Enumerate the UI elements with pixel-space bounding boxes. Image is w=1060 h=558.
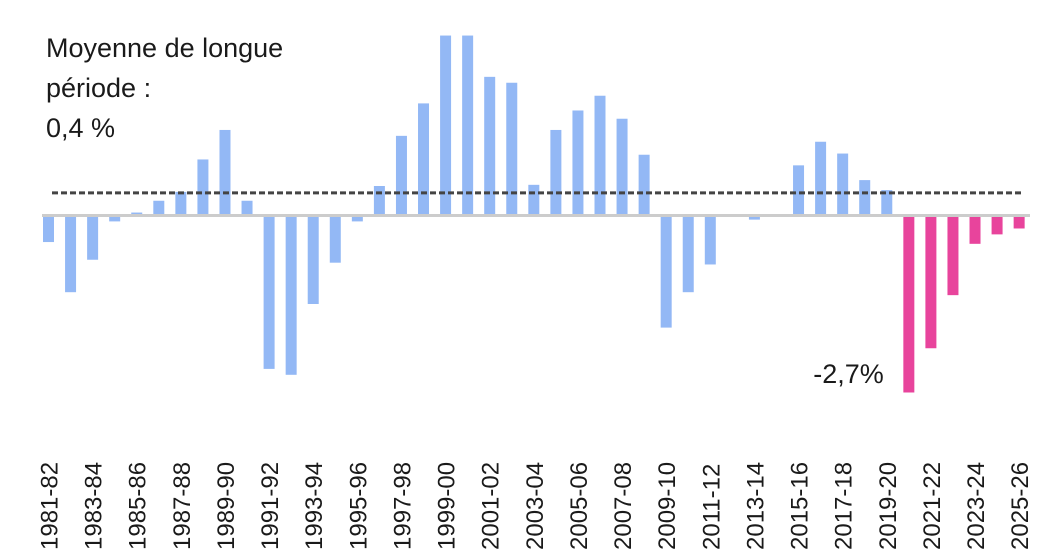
x-tick-label: 2017-18 <box>831 462 858 550</box>
x-tick-label: 1983-84 <box>81 462 108 550</box>
x-tick-label: 1987-88 <box>169 462 196 550</box>
bar-2018-19 <box>859 180 871 216</box>
bar-1981-82 <box>43 215 54 243</box>
bar-2016-17 <box>815 141 827 216</box>
bar-1988-89 <box>197 159 209 216</box>
bar-2000-01 <box>462 35 474 216</box>
x-tick-label: 1999-00 <box>434 462 461 550</box>
bar-2004-05 <box>550 129 562 216</box>
x-tick-label: 2005-06 <box>566 462 593 550</box>
x-tick-label: 2021-22 <box>919 462 946 550</box>
bar-1989-90 <box>219 129 231 216</box>
bar-2008-09 <box>638 154 650 216</box>
x-tick-label: 2015-16 <box>787 462 814 550</box>
bar-2022-23 <box>947 215 959 296</box>
bar-2003-04 <box>528 184 540 216</box>
bar-2025-26 <box>1013 215 1025 229</box>
bar-2010-11 <box>682 215 694 293</box>
x-tick-label: 2001-02 <box>478 462 505 550</box>
bar-1996-97 <box>373 186 385 216</box>
bars-group <box>43 35 1025 393</box>
x-tick-label: 1981-82 <box>37 462 64 550</box>
bar-2019-20 <box>881 190 893 216</box>
bar-1986-87 <box>153 200 165 216</box>
bar-2007-08 <box>616 118 628 216</box>
bar-1984-85 <box>109 215 121 222</box>
bar-1997-98 <box>395 135 407 216</box>
x-tick-label: 2003-04 <box>522 462 549 550</box>
bar-1994-95 <box>329 215 341 263</box>
bar-1992-93 <box>285 215 297 375</box>
bar-2015-16 <box>793 165 805 216</box>
bar-2023-24 <box>969 215 981 244</box>
bar-1983-84 <box>87 215 99 260</box>
bar-2021-22 <box>925 215 937 349</box>
mean-label-line-3: 0,4 % <box>46 113 115 143</box>
x-tick-labels: 1981-82 1983-84 1985-86 1987-88 1989-90 1991-… <box>37 462 1035 550</box>
x-tick-label: 1985-86 <box>125 462 152 550</box>
bar-1990-91 <box>241 200 253 216</box>
bar-1993-94 <box>307 215 319 304</box>
bar-2001-02 <box>484 76 496 216</box>
bar-2009-10 <box>660 215 672 328</box>
bar-1991-92 <box>263 215 275 369</box>
x-tick-label: 2007-08 <box>610 462 637 550</box>
bar-2011-12 <box>704 215 716 265</box>
bar-2005-06 <box>572 110 584 216</box>
mean-label-line-1: Moyenne de longue <box>46 33 283 63</box>
bar-1995-96 <box>351 215 363 222</box>
x-tick-label: 1993-94 <box>301 462 328 550</box>
x-tick-label: 2009-10 <box>654 462 681 550</box>
x-tick-label: 2019-20 <box>875 462 902 550</box>
bar-2017-18 <box>837 153 849 216</box>
mean-label-line-2: période : <box>46 73 151 103</box>
bar-2013-14 <box>748 215 760 220</box>
bar-1987-88 <box>175 191 187 216</box>
bar-1999-00 <box>440 35 452 216</box>
x-tick-label: 1997-98 <box>389 462 416 550</box>
x-tick-label: 1989-90 <box>213 462 240 550</box>
x-tick-label: 2013-14 <box>742 462 769 550</box>
bar-2002-03 <box>506 82 518 216</box>
x-tick-label: 2023-24 <box>963 462 990 550</box>
min-value-annotation: -2,7% <box>813 359 884 389</box>
bar-1982-83 <box>65 215 77 293</box>
x-tick-label: 2025-26 <box>1007 462 1034 550</box>
x-tick-label: 1995-96 <box>345 462 372 550</box>
bar-2024-25 <box>991 215 1003 235</box>
bar-2020-21 <box>903 215 915 393</box>
x-tick-label: 1991-92 <box>257 462 284 550</box>
bar-2006-07 <box>594 95 606 216</box>
bar-1998-99 <box>418 103 430 216</box>
x-tick-label: 2011-12 <box>698 464 725 550</box>
